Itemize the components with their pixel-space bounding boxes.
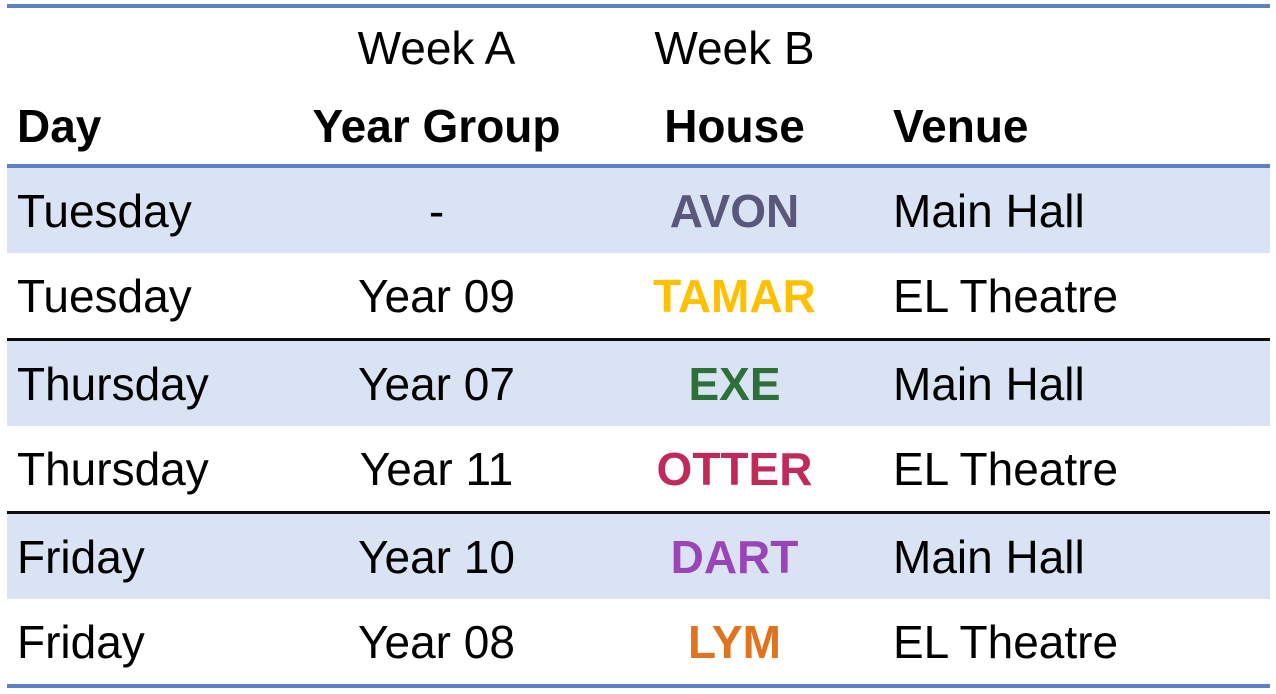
cell-day: Friday [17, 615, 145, 668]
cell-house: AVON [669, 184, 800, 237]
table-body: Tuesday - AVON Main Hall Tuesday Year 09… [7, 168, 1270, 684]
cell-venue: EL Theatre [893, 269, 1119, 322]
week-header-row: Week A Week B [7, 8, 1270, 88]
column-header-venue: Venue [893, 100, 1029, 152]
bottom-border-rule [7, 684, 1270, 688]
header-bottom-rule [7, 164, 1270, 168]
cell-house: LYM [688, 615, 781, 668]
cell-year-group: Year 09 [358, 269, 515, 322]
column-header-year-group: Year Group [312, 100, 561, 152]
column-header-house: House [664, 100, 805, 152]
week-a-label: Week A [357, 22, 516, 74]
cell-venue: Main Hall [893, 357, 1085, 410]
table-row: Tuesday Year 09 TAMAR EL Theatre [7, 253, 1270, 338]
cell-day: Thursday [17, 357, 209, 410]
cell-venue: EL Theatre [893, 615, 1119, 668]
cell-day: Tuesday [17, 184, 192, 237]
top-border-rule [7, 4, 1270, 8]
cell-house: EXE [688, 357, 781, 410]
cell-year-group: Year 08 [358, 615, 515, 668]
cell-year-group: Year 11 [359, 442, 514, 495]
cell-year-group: - [428, 184, 445, 237]
table-row: Friday Year 10 DART Main Hall [7, 511, 1270, 599]
cell-house: OTTER [656, 442, 813, 495]
cell-day: Friday [17, 530, 145, 583]
assembly-schedule-table: Week A Week B Day Year Group House Venue… [7, 4, 1270, 688]
cell-house: DART [670, 530, 799, 583]
cell-venue: Main Hall [893, 184, 1085, 237]
column-header-row: Day Year Group House Venue [7, 88, 1270, 164]
table-row: Thursday Year 07 EXE Main Hall [7, 338, 1270, 426]
week-b-label: Week B [654, 22, 815, 74]
table-row: Tuesday - AVON Main Hall [7, 168, 1270, 253]
table-row: Friday Year 08 LYM EL Theatre [7, 599, 1270, 684]
cell-venue: Main Hall [893, 530, 1085, 583]
column-header-day: Day [17, 100, 102, 152]
cell-year-group: Year 10 [358, 530, 515, 583]
cell-day: Tuesday [17, 269, 192, 322]
cell-day: Thursday [17, 442, 209, 495]
cell-house: TAMAR [653, 269, 816, 322]
table-row: Thursday Year 11 OTTER EL Theatre [7, 426, 1270, 511]
cell-venue: EL Theatre [893, 442, 1119, 495]
cell-year-group: Year 07 [358, 357, 515, 410]
